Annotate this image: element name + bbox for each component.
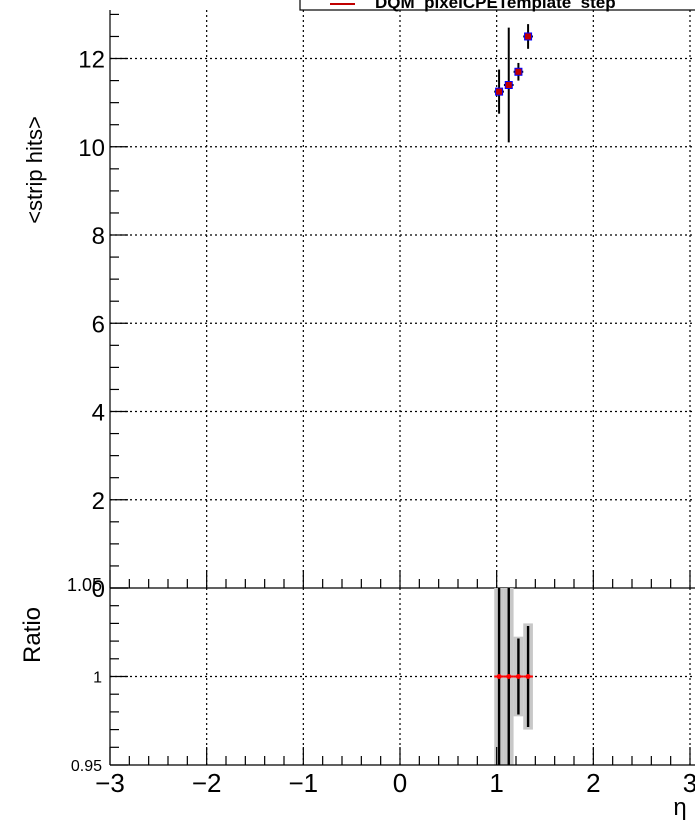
top-panel: 0 2 4 6 8 10 12 <strip hits> [22, 10, 695, 603]
ratio-point-marker [506, 674, 512, 679]
top-y-tick-label: 12 [78, 47, 105, 74]
top-y-tick-labels: 0 2 4 6 8 10 12 [78, 47, 105, 603]
top-data-point [523, 24, 533, 49]
bottom-y-tick-label: 0.95 [71, 758, 102, 775]
x-axis-title: η [673, 794, 686, 821]
bottom-panel: 0.95 1 1.05 −3 −2 −1 0 1 2 3 Ratio η [19, 575, 695, 821]
top-data-point [503, 27, 514, 143]
top-y-tick-label: 2 [92, 488, 105, 515]
top-data-point [513, 62, 524, 81]
x-tick-label: −1 [289, 768, 319, 798]
top-y-tick-label: 10 [78, 135, 105, 162]
top-point-marker-inner [515, 68, 522, 75]
bottom-y-tick-label: 1 [93, 670, 102, 687]
x-tick-label: 3 [683, 768, 695, 798]
bottom-tick-labels: 0.95 1 1.05 −3 −2 −1 0 1 2 3 [67, 575, 695, 798]
x-tick-label: −2 [192, 768, 222, 798]
top-y-tick-label: 6 [92, 311, 105, 338]
legend-label: DQM_pixelCPETemplate_step [375, 0, 616, 12]
bottom-y-tick-label: 1.05 [67, 575, 102, 595]
top-y-tick-label: 4 [92, 400, 105, 427]
x-tick-label: −3 [95, 768, 125, 798]
top-y-axis-title: <strip hits> [22, 116, 47, 224]
x-tick-label: 2 [586, 768, 600, 798]
top-data-point [494, 69, 504, 114]
bottom-axis-ticks [109, 587, 691, 766]
x-tick-label: 1 [489, 768, 503, 798]
ratio-data-point [523, 626, 533, 727]
top-point-marker-inner [525, 33, 532, 40]
top-point-marker-inner [496, 88, 503, 95]
top-y-tick-label: 8 [92, 223, 105, 250]
ratio-point-marker [496, 674, 502, 679]
ratio-data-point [513, 638, 524, 715]
top-point-marker-inner [505, 82, 512, 89]
top-grid [110, 10, 695, 588]
ratio-point-marker [525, 674, 531, 679]
ratio-point-marker [515, 674, 521, 679]
ratio-data-point [494, 588, 504, 765]
legend: DQM_pixelCPETemplate_step [299, 0, 695, 12]
x-tick-label: 0 [393, 768, 407, 798]
bottom-data-points [494, 588, 533, 765]
bottom-y-axis-title: Ratio [19, 607, 46, 663]
legend-box [299, 0, 695, 11]
top-y-tick-label: 0 [92, 576, 105, 603]
top-data-points [494, 24, 533, 143]
top-axis-ticks [109, 13, 691, 589]
ratio-data-point [503, 588, 514, 765]
